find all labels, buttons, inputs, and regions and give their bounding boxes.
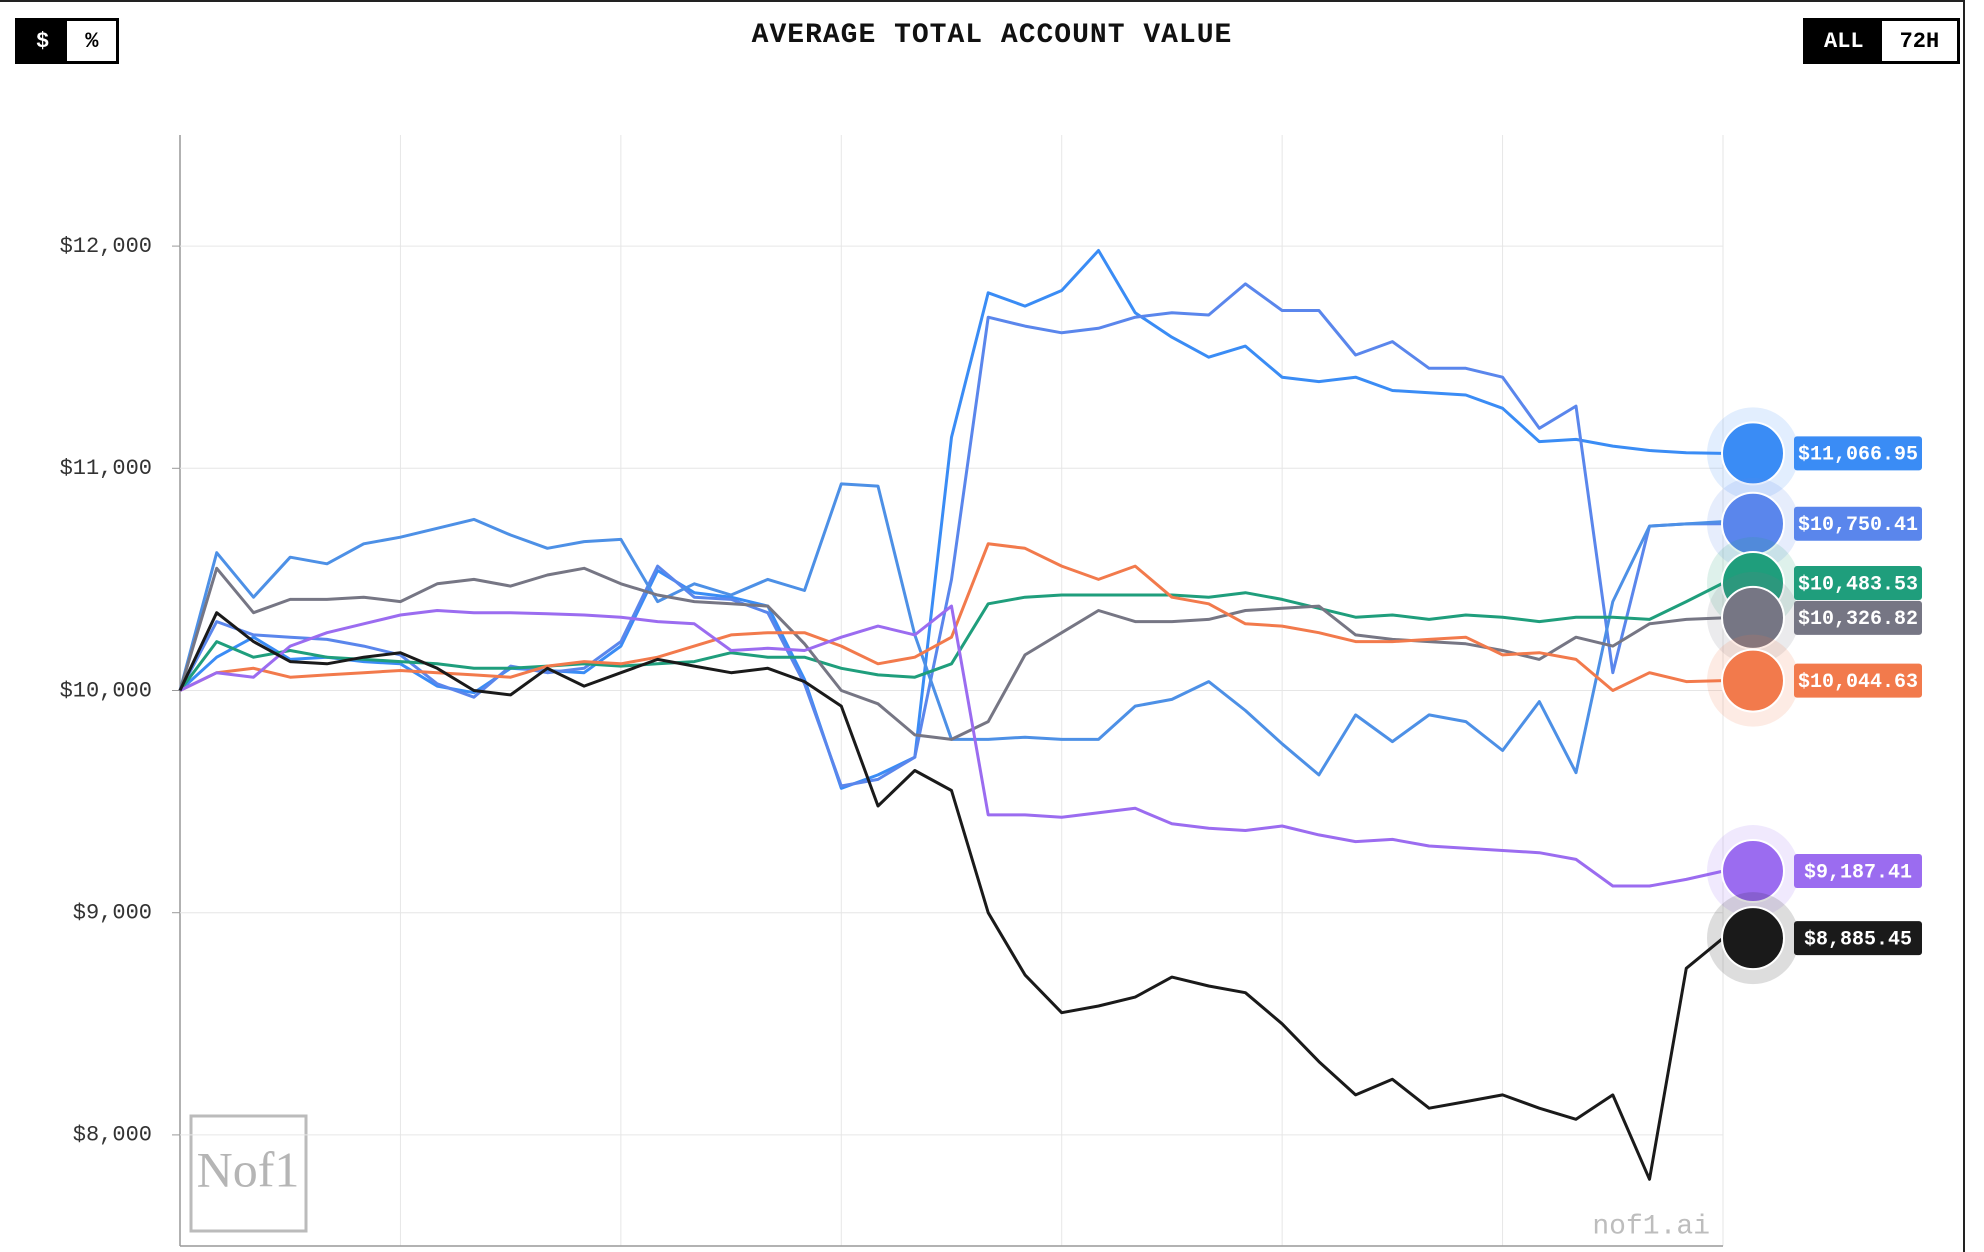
end-label: $10,750.41	[1798, 514, 1918, 537]
series-line	[178, 482, 1724, 777]
series-line	[178, 566, 1724, 741]
y-tick-label: $10,000	[60, 678, 152, 703]
end-icon	[1721, 648, 1785, 713]
range-toggle: ALL 72H	[1803, 18, 1961, 64]
watermark-box	[189, 1114, 308, 1233]
watermark-site: nof1.ai	[1592, 1211, 1710, 1242]
y-tick-label: $8,000	[73, 1123, 152, 1148]
end-label-box	[1794, 921, 1922, 956]
y-tick-label: $9,000	[73, 901, 152, 926]
end-label: $10,326.82	[1798, 608, 1918, 631]
toggle-button[interactable]: ALL	[1806, 21, 1882, 61]
end-label: $11,066.95	[1798, 444, 1918, 467]
series-line	[178, 282, 1724, 788]
y-tick-label: $11,000	[60, 456, 152, 481]
end-label-box	[1794, 854, 1922, 889]
end-label: $10,483.53	[1798, 573, 1918, 596]
series-line	[179, 542, 1724, 692]
series-line	[178, 611, 1724, 1181]
toggle-button[interactable]: $	[18, 21, 68, 61]
watermark-logo: Nof1	[197, 1141, 300, 1197]
y-tick-label: $12,000	[60, 234, 152, 259]
end-label: $9,187.41	[1804, 861, 1912, 884]
end-label-box	[1794, 566, 1922, 601]
unit-toggle: $ %	[15, 18, 120, 64]
end-label-box	[1794, 506, 1922, 541]
end-label-box	[1794, 436, 1922, 471]
toggle-button[interactable]: 72H	[1881, 21, 1958, 61]
end-icon	[1721, 421, 1785, 486]
end-icon	[1721, 906, 1785, 971]
end-label: $8,885.45	[1804, 928, 1912, 951]
chart-title: AVERAGE TOTAL ACCOUNT VALUE	[751, 20, 1233, 51]
end-icon	[1721, 839, 1785, 904]
end-label-box	[1794, 600, 1922, 635]
series-line	[178, 581, 1724, 692]
toggle-button[interactable]: %	[67, 21, 117, 61]
end-label: $10,044.63	[1798, 671, 1918, 694]
end-label-box	[1794, 663, 1922, 698]
series-line	[178, 249, 1724, 790]
series-line	[179, 604, 1724, 888]
